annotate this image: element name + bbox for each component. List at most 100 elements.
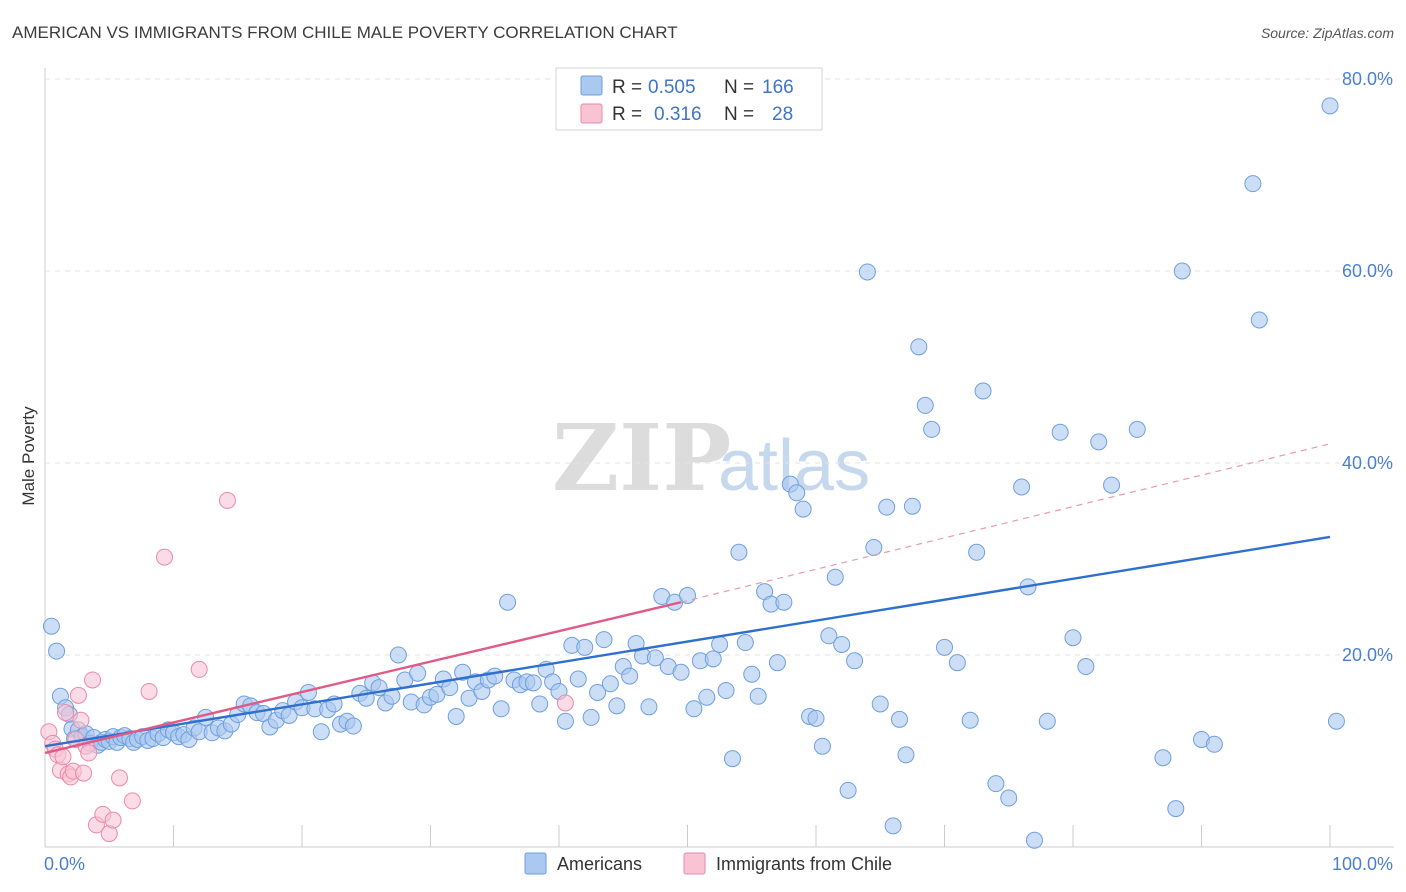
point-americans xyxy=(344,717,362,735)
point-americans xyxy=(1250,311,1268,329)
legend-r-value-chile: 0.316 xyxy=(654,104,702,125)
y-tick-label: 80.0% xyxy=(1342,69,1393,89)
legend-n-label-chile: N = xyxy=(724,104,754,125)
point-americans xyxy=(1025,831,1043,849)
point-americans xyxy=(903,497,921,515)
point-chile xyxy=(556,694,574,712)
point-americans xyxy=(948,654,966,672)
point-americans xyxy=(1154,749,1172,767)
point-americans xyxy=(454,663,472,681)
point-americans xyxy=(1013,478,1031,496)
tick-labels: 20.0% 40.0% 60.0% 80.0% 0.0% 100.0% xyxy=(44,69,1393,874)
point-americans xyxy=(936,638,953,656)
chart-source: Source: ZipAtlas.com xyxy=(1261,25,1394,41)
point-americans xyxy=(974,382,992,400)
series-legend: Americans Immigrants from Chile xyxy=(524,852,892,875)
point-americans xyxy=(1327,712,1345,730)
legend-r-label-chile: R = xyxy=(612,104,642,125)
point-americans xyxy=(576,638,594,656)
correlation-legend: R = 0.505 N = 166 R = 0.316 N = 28 xyxy=(555,67,823,131)
point-americans xyxy=(1077,658,1095,676)
point-americans xyxy=(1103,476,1121,494)
point-chile xyxy=(190,660,208,678)
point-americans xyxy=(640,698,658,716)
point-americans xyxy=(486,667,504,685)
point-americans xyxy=(858,263,876,281)
point-americans xyxy=(42,617,60,635)
point-americans xyxy=(743,665,761,683)
point-americans xyxy=(569,670,587,688)
point-americans xyxy=(1167,800,1185,818)
point-americans xyxy=(621,667,639,685)
point-americans xyxy=(492,700,510,718)
trend-extension-chile xyxy=(680,443,1331,603)
point-americans xyxy=(968,543,986,561)
point-americans xyxy=(987,775,1005,793)
point-americans xyxy=(1244,175,1262,193)
point-americans xyxy=(910,338,928,356)
point-americans xyxy=(646,649,664,667)
point-americans xyxy=(1064,629,1082,647)
point-americans xyxy=(409,664,427,682)
point-americans xyxy=(1038,712,1056,730)
data-points xyxy=(40,97,1345,849)
point-americans xyxy=(891,710,909,728)
legend-r-value-americans: 0.505 xyxy=(648,77,696,98)
bottom-legend-chile: Immigrants from Chile xyxy=(716,854,892,874)
point-americans xyxy=(312,723,330,741)
point-americans xyxy=(961,711,979,729)
x-tick-label: 100.0% xyxy=(1332,854,1393,874)
point-americans xyxy=(717,682,735,700)
point-americans xyxy=(878,498,896,516)
legend-swatch-americans xyxy=(580,75,603,96)
point-americans xyxy=(1090,433,1108,451)
legend-n-label-americans: N = xyxy=(724,77,754,98)
point-americans xyxy=(768,654,786,672)
point-americans xyxy=(813,737,831,755)
point-americans xyxy=(531,695,549,713)
chart-title: AMERICAN VS IMMIGRANTS FROM CHILE MALE P… xyxy=(12,23,678,42)
point-americans xyxy=(589,683,607,701)
point-americans xyxy=(916,396,934,414)
trend-line-americans xyxy=(44,535,1331,748)
trend-line-chile xyxy=(44,601,682,755)
point-americans xyxy=(775,593,793,611)
point-americans xyxy=(711,635,729,653)
point-americans xyxy=(672,663,690,681)
point-americans xyxy=(1173,262,1191,280)
point-americans xyxy=(730,543,748,561)
bottom-legend-swatch-chile xyxy=(683,852,706,875)
point-americans xyxy=(1128,420,1146,438)
point-americans xyxy=(595,631,613,649)
point-chile xyxy=(57,704,75,722)
axes xyxy=(44,68,1394,848)
point-americans xyxy=(1000,789,1018,807)
point-americans xyxy=(794,500,812,518)
gridlines xyxy=(45,78,1394,656)
bottom-legend-americans: Americans xyxy=(557,854,642,874)
point-chile xyxy=(104,811,122,829)
point-chile xyxy=(218,491,236,509)
point-americans xyxy=(839,781,857,799)
point-americans xyxy=(685,700,703,718)
y-axis-title: Male Poverty xyxy=(19,406,38,506)
point-chile xyxy=(111,769,129,787)
legend-n-value-americans: 166 xyxy=(762,77,794,98)
point-americans xyxy=(826,568,844,586)
point-americans xyxy=(389,646,407,664)
point-americans xyxy=(723,750,741,768)
point-americans xyxy=(1321,97,1339,115)
trend-lines xyxy=(44,443,1331,755)
point-chile xyxy=(69,686,87,704)
watermark-zip: ZIP xyxy=(552,404,731,512)
point-americans xyxy=(846,652,864,670)
point-americans xyxy=(807,709,825,727)
legend-swatch-chile xyxy=(580,103,603,124)
point-chile xyxy=(156,548,174,566)
point-americans xyxy=(48,642,66,660)
point-americans xyxy=(499,593,517,611)
y-tick-label: 40.0% xyxy=(1342,453,1393,473)
point-americans xyxy=(788,484,806,502)
point-americans xyxy=(601,675,619,693)
